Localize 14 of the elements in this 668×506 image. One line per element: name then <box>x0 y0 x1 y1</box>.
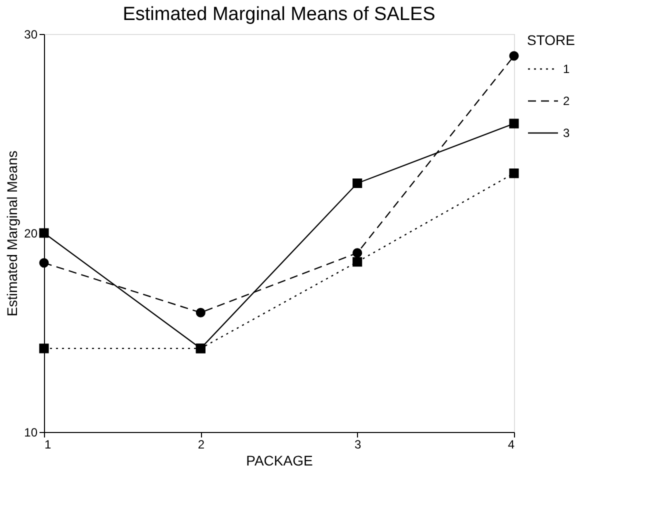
y-tick-label: 20 <box>24 226 38 240</box>
x-tick-label: 4 <box>508 438 515 452</box>
x-tick-label: 3 <box>354 438 362 452</box>
y-axis-title: Estimated Marginal Means <box>4 150 20 316</box>
x-tick-label: 2 <box>198 438 205 452</box>
chart-title: Estimated Marginal Means of SALES <box>122 4 436 25</box>
legend-label: 2 <box>563 94 570 108</box>
x-axis-title: PACKAGE <box>246 452 313 468</box>
legend-label: 1 <box>563 62 570 76</box>
y-tick-label: 10 <box>24 426 38 440</box>
y-tick-label: 30 <box>24 28 38 42</box>
legend-title: STORE <box>527 32 575 48</box>
legend-label: 3 <box>563 126 570 140</box>
x-tick-label: 1 <box>44 438 52 452</box>
